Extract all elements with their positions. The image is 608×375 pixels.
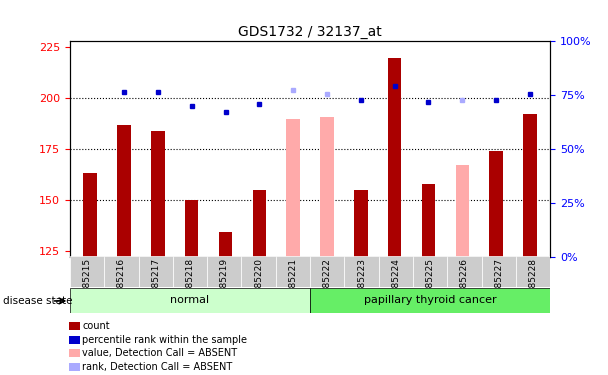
Text: GSM85218: GSM85218 (185, 258, 195, 307)
Bar (70, 256, 104, 287)
Bar (117, 124, 131, 257)
Text: papillary thyroid cancer: papillary thyroid cancer (364, 296, 497, 305)
Bar (276, 256, 310, 287)
Bar (310, 256, 344, 287)
Bar (83, 174, 97, 257)
Bar (241, 256, 276, 287)
Bar (447, 256, 482, 287)
Text: GSM85227: GSM85227 (494, 258, 503, 307)
Text: GSM85225: GSM85225 (426, 258, 435, 307)
Bar (388, 57, 401, 257)
Bar (344, 256, 379, 287)
Bar (139, 256, 173, 287)
Text: GSM85226: GSM85226 (460, 258, 469, 307)
Bar (489, 151, 503, 257)
Text: GSM85222: GSM85222 (323, 258, 332, 306)
Bar (320, 117, 334, 257)
Text: GSM85221: GSM85221 (288, 258, 297, 307)
Bar (69, 363, 80, 371)
Bar (379, 256, 413, 287)
Text: rank, Detection Call = ABSENT: rank, Detection Call = ABSENT (82, 362, 232, 372)
Text: count: count (82, 321, 109, 331)
Bar (413, 256, 447, 287)
Text: GSM85220: GSM85220 (254, 258, 263, 307)
Text: value, Detection Call = ABSENT: value, Detection Call = ABSENT (82, 348, 237, 358)
Bar (482, 256, 516, 287)
Bar (173, 256, 207, 287)
Bar (516, 256, 550, 287)
Text: GSM85217: GSM85217 (151, 258, 160, 307)
Text: normal: normal (170, 296, 210, 305)
Text: GSM85224: GSM85224 (392, 258, 400, 306)
Bar (70, 288, 310, 313)
Text: percentile rank within the sample: percentile rank within the sample (82, 335, 247, 345)
Bar (310, 288, 550, 313)
Bar (185, 200, 198, 257)
Text: disease state: disease state (3, 297, 72, 306)
Text: GSM85216: GSM85216 (117, 258, 126, 307)
Bar (151, 131, 165, 257)
Bar (523, 114, 537, 257)
Bar (69, 336, 80, 344)
Bar (455, 165, 469, 257)
Bar (69, 349, 80, 357)
Bar (286, 118, 300, 257)
Bar (104, 256, 139, 287)
Bar (219, 232, 232, 257)
Text: GSM85228: GSM85228 (528, 258, 537, 307)
Bar (252, 190, 266, 257)
Text: GSM85215: GSM85215 (83, 258, 92, 307)
Text: GSM85223: GSM85223 (357, 258, 366, 307)
Bar (422, 184, 435, 257)
Bar (69, 322, 80, 330)
Text: GSM85219: GSM85219 (220, 258, 229, 307)
Bar (207, 256, 241, 287)
Bar (354, 190, 368, 257)
Title: GDS1732 / 32137_at: GDS1732 / 32137_at (238, 25, 382, 39)
